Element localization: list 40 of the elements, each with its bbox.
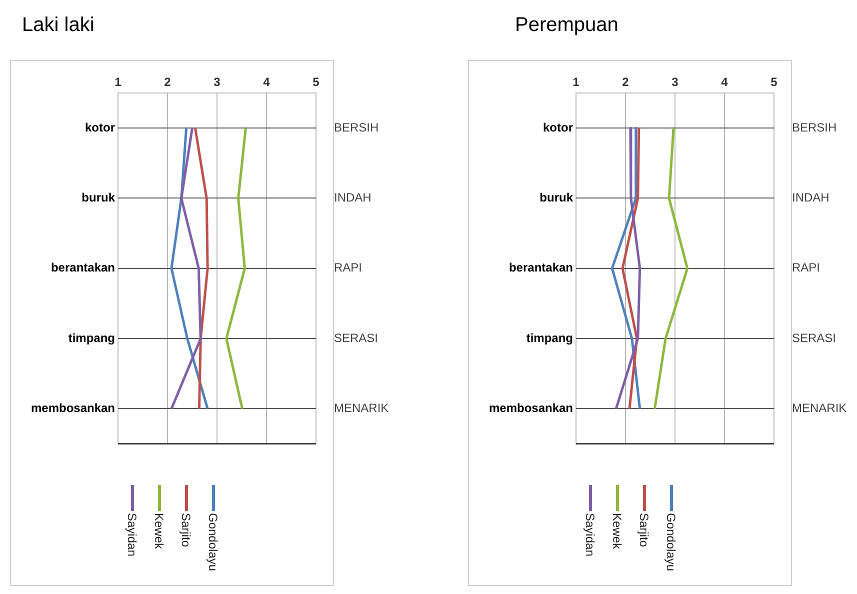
x-tick-label: 5 — [770, 75, 778, 90]
x-tick-label: 3 — [672, 75, 679, 90]
x-tick-label: 3 — [214, 75, 221, 90]
y2-tick-label: BERSIH — [792, 120, 837, 134]
y2-tick-label: INDAH — [792, 190, 830, 205]
x-tick-label: 4 — [721, 75, 728, 90]
legend-label: Sarjito — [179, 513, 193, 548]
y-tick-label: kotor — [543, 120, 574, 134]
y2-tick-label: SERASI — [334, 330, 378, 345]
x-tick-label: 4 — [263, 75, 270, 90]
chart-title: Perempuan — [515, 14, 618, 37]
legend-label: Gondolayu — [664, 513, 678, 572]
y-tick-label: buruk — [82, 190, 116, 205]
y-tick-label: berantakan — [508, 260, 573, 275]
y2-tick-label: MENARIK — [334, 401, 389, 416]
x-tick-label: 2 — [164, 75, 172, 90]
legend-label: Kewek — [152, 513, 166, 550]
y-tick-label: membosankan — [30, 401, 115, 416]
x-tick-label: 2 — [622, 75, 630, 90]
y2-tick-label: SERASI — [792, 330, 836, 345]
y-tick-label: membosankan — [488, 401, 573, 416]
y-tick-label: kotor — [85, 120, 116, 134]
legend-label: Sarjito — [637, 513, 651, 548]
legend-label: Gondolayu — [206, 513, 220, 572]
y2-tick-label: RAPI — [334, 260, 362, 275]
x-tick-label: 1 — [572, 75, 580, 90]
y-tick-label: timpang — [526, 330, 573, 345]
y2-tick-label: RAPI — [792, 260, 820, 275]
y2-tick-label: MENARIK — [792, 401, 847, 416]
legend-label: Sayidan — [583, 513, 597, 556]
x-tick-label: 1 — [114, 75, 122, 90]
y-tick-label: berantakan — [50, 260, 115, 275]
y2-tick-label: BERSIH — [334, 120, 379, 134]
x-tick-label: 5 — [312, 75, 320, 90]
legend-label: Kewek — [610, 513, 624, 550]
y2-tick-label: INDAH — [334, 190, 372, 205]
legend-label: Sayidan — [125, 513, 139, 556]
y-tick-label: buruk — [540, 190, 574, 205]
y-tick-label: timpang — [68, 330, 115, 345]
chart-title: Laki laki — [22, 14, 94, 37]
